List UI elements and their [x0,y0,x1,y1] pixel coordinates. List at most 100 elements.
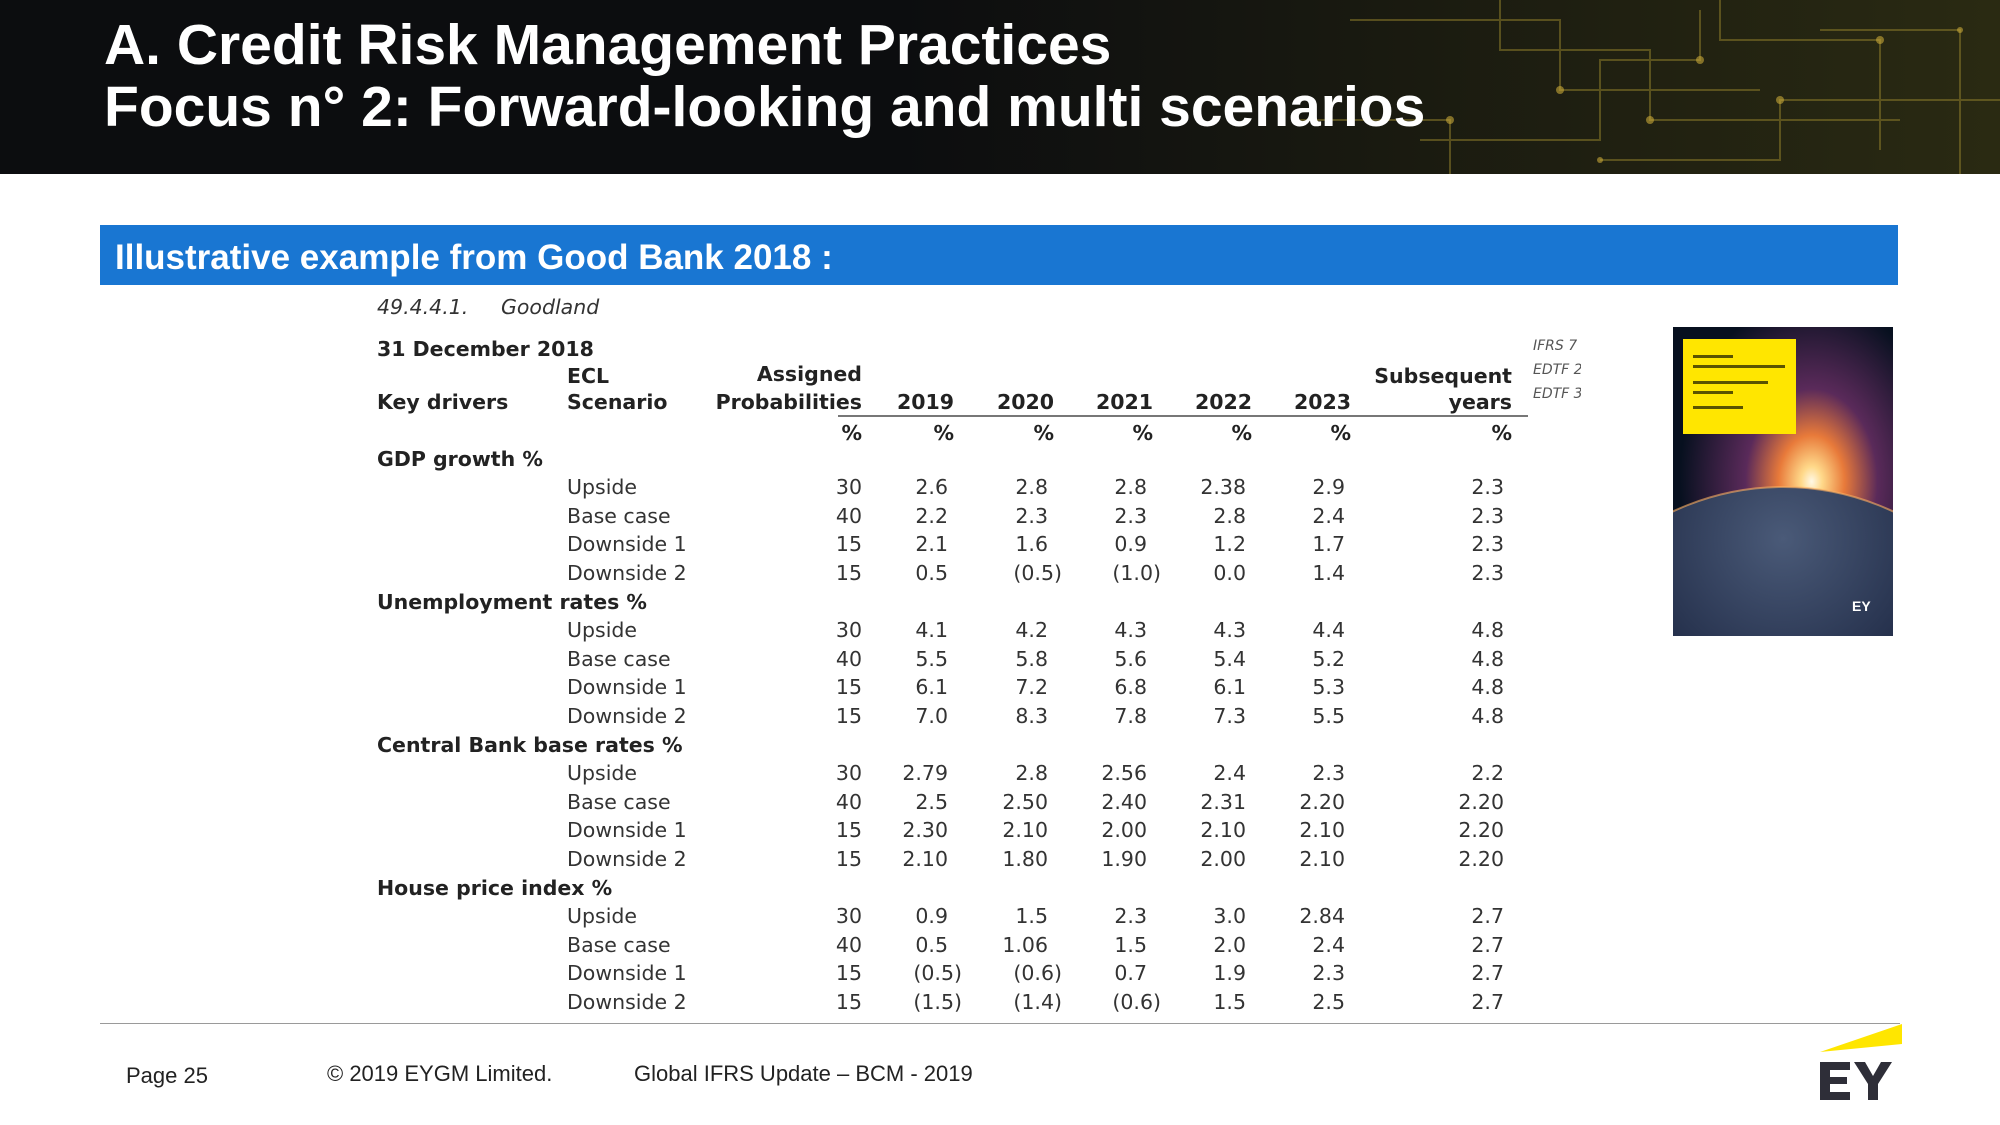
cell-2022: 1.5 [1213,989,1246,1014]
ey-logo [1820,1024,1902,1100]
cell-2023: 5.3 [1312,675,1345,700]
cell-2021: 2.56 [1101,761,1147,785]
unit-percent: % [933,421,954,445]
cell-2019: (1.5) [913,989,962,1014]
cell-2020: (1.4) [1013,989,1062,1014]
col-header-year-2019: 2019 [896,390,954,414]
side-note-ifrs7: IFRS 7 [1533,338,1578,354]
cell-subsequent-years: 2.3 [1471,503,1504,528]
row-scenario: Upside [567,618,638,642]
cell-subsequent-years: 2.3 [1471,560,1504,585]
cover-ey-logo: EY [1852,598,1871,614]
row-scenario: Base case [567,789,671,814]
cell-2021: 0.7 [1114,961,1147,986]
cell-2023: 1.7 [1312,532,1345,557]
cell-2021: 1.90 [1101,846,1147,871]
cell-2023: 2.84 [1299,904,1345,928]
cell-subsequent-years: 2.7 [1471,932,1504,957]
group-heading: House price index % [377,876,613,900]
cell-subsequent-years: 4.8 [1471,703,1504,728]
row-scenario: Downside 1 [567,675,687,700]
cell-2021: (0.6) [1112,989,1161,1014]
cell-2021: 0.9 [1114,532,1147,557]
unit-percent: % [1132,421,1153,445]
cell-2020: 1.06 [1002,932,1048,957]
cell-2019: 4.1 [915,618,948,642]
cell-2023: 2.10 [1299,846,1345,871]
cell-2019: 0.9 [915,904,948,928]
section-heading-bar: Illustrative example from Good Bank 2018… [100,225,1898,285]
cell-2023: 2.4 [1312,503,1345,528]
cell-2019: 0.5 [915,932,948,957]
cell-2020: 1.80 [1002,846,1048,871]
cell-2022: 2.8 [1213,503,1246,528]
cell-2021: 2.3 [1114,503,1147,528]
annual-report-cover: EY [1673,327,1893,636]
cell-2022: 2.0 [1213,932,1246,957]
col-header-year-2022: 2022 [1194,390,1252,414]
group-heading: GDP growth % [377,447,543,471]
cell-2021: 1.5 [1114,932,1147,957]
cell-2020: 2.8 [1015,475,1048,499]
col-header-year-2023: 2023 [1293,390,1351,414]
col-header-year-2020: 2020 [996,390,1054,414]
cell-2023: 2.5 [1312,989,1345,1014]
cell-2023: 1.4 [1312,560,1345,585]
row-probability: 40 [835,503,862,528]
row-scenario: Upside [567,475,638,499]
cell-2022: 5.4 [1213,646,1246,671]
row-scenario: Base case [567,503,671,528]
cell-2019: 2.1 [915,532,948,557]
cell-2021: (1.0) [1112,560,1161,585]
unit-percent: % [1231,421,1252,445]
title-line-1: A. Credit Risk Management Practices [104,13,1112,77]
cell-2019: 2.5 [915,789,948,814]
cell-2021: 2.00 [1101,818,1147,843]
row-probability: 15 [835,560,862,585]
col-header-key-drivers: Key drivers [377,390,509,414]
cell-2019: (0.5) [913,961,962,986]
footer-divider [100,1023,1900,1024]
cell-subsequent-years: 2.3 [1471,532,1504,557]
table-reference: 49.4.4.1. [377,295,469,319]
col-header-ecl: ECL [567,364,610,388]
cell-2022: 4.3 [1213,618,1246,642]
cell-2022: 6.1 [1213,675,1246,700]
col-header-years: years [1448,390,1512,414]
cell-2020: 1.6 [1015,532,1048,557]
cell-2023: 2.3 [1312,961,1345,986]
row-scenario: Upside [567,904,638,928]
cover-title-box [1683,339,1796,434]
cell-2023: 2.4 [1312,932,1345,957]
cell-2021: 7.8 [1114,703,1147,728]
cell-2021: 6.8 [1114,675,1147,700]
row-scenario: Downside 2 [567,703,687,728]
row-scenario: Downside 1 [567,532,687,557]
cell-2022: 2.31 [1200,789,1246,814]
title-line-2: Focus n° 2: Forward-looking and multi sc… [104,75,1426,139]
col-header-subsequent: Subsequent [1374,364,1512,388]
side-note-edtf3: EDTF 3 [1533,386,1581,402]
event-name: Global IFRS Update – BCM - 2019 [634,1061,973,1086]
cell-2020: 2.8 [1015,761,1048,785]
cell-2023: 5.2 [1312,646,1345,671]
cell-subsequent-years: 2.7 [1471,904,1504,928]
cell-subsequent-years: 2.7 [1471,961,1504,986]
cell-2022: 7.3 [1213,703,1246,728]
page-title: A. Credit Risk Management Practices Focu… [104,14,1425,138]
cell-2019: 6.1 [915,675,948,700]
row-probability: 15 [835,961,862,986]
table-date: 31 December 2018 [377,337,594,361]
col-header-year-2021: 2021 [1095,390,1153,414]
cell-2019: 2.6 [915,475,948,499]
cell-2019: 0.5 [915,560,948,585]
row-probability: 30 [835,618,862,642]
row-probability: 15 [835,818,862,843]
row-probability: 40 [835,932,862,957]
unit-percent: % [1330,421,1351,445]
cell-subsequent-years: 2.2 [1471,761,1504,785]
cell-2020: 4.2 [1015,618,1048,642]
group-heading: Central Bank base rates % [377,733,683,757]
row-probability: 30 [835,761,862,785]
cell-2020: (0.6) [1013,961,1062,986]
